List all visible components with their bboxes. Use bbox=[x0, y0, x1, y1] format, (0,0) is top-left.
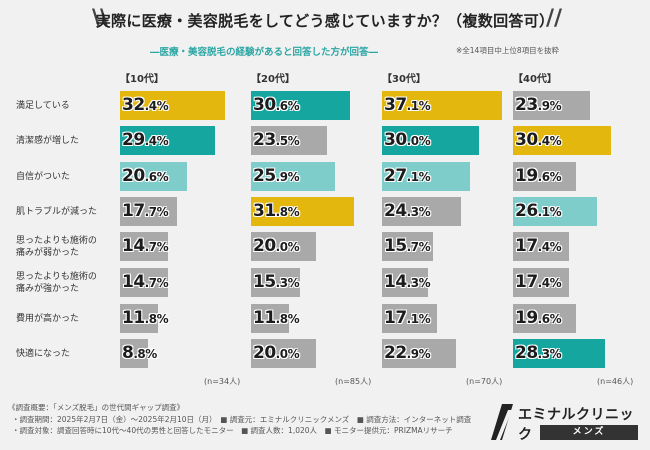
logo-name: エミナルクリニック bbox=[518, 407, 634, 443]
data-label: 11.8% bbox=[253, 308, 300, 328]
category-label: 清潔感が増した bbox=[16, 135, 80, 146]
bar bbox=[382, 162, 470, 191]
series-label: 【20代】 bbox=[251, 74, 295, 85]
data-label: 30.0% bbox=[384, 130, 431, 150]
data-label: 31.8% bbox=[253, 201, 300, 221]
data-label: 32.4% bbox=[122, 95, 169, 115]
data-label: 30.4% bbox=[515, 130, 562, 150]
data-label: 11.8% bbox=[122, 308, 169, 328]
chart-title: 実際に医療・美容脱毛をしてどう感じていますか？（複数回答可） bbox=[95, 12, 555, 30]
data-label: 24.3% bbox=[384, 201, 431, 221]
bar bbox=[120, 304, 158, 333]
data-label: 15.7% bbox=[384, 236, 431, 256]
data-label: 19.6% bbox=[515, 308, 562, 328]
bar bbox=[251, 268, 300, 297]
bar bbox=[251, 304, 289, 333]
data-label: 29.4% bbox=[122, 130, 169, 150]
bar bbox=[513, 197, 597, 226]
data-label: 26.1% bbox=[515, 201, 562, 221]
data-label: 20.6% bbox=[122, 166, 169, 186]
brand-logo: エミナルクリニック メンズ bbox=[488, 402, 638, 444]
bar bbox=[120, 162, 187, 191]
logo-mark-icon bbox=[491, 404, 513, 440]
bar bbox=[382, 268, 428, 297]
data-label: 15.3% bbox=[253, 272, 300, 292]
data-label: 17.7% bbox=[122, 201, 169, 221]
data-label: 30.6% bbox=[253, 95, 300, 115]
data-label: 23.9% bbox=[515, 95, 562, 115]
category-label: 費用が高かった bbox=[16, 313, 80, 324]
category-label: 自信がついた bbox=[16, 171, 71, 182]
data-label: 14.3% bbox=[384, 272, 431, 292]
title-area: \\ 実際に医療・美容脱毛をしてどう感じていますか？（複数回答可） // bbox=[0, 0, 650, 50]
bar bbox=[120, 232, 168, 261]
data-label: 17.1% bbox=[384, 308, 431, 328]
data-label: 14.7% bbox=[122, 272, 169, 292]
data-label: 27.1% bbox=[384, 166, 431, 186]
footer-line-1: 《調査概要：「メンズ脱毛」の世代間ギャップ調査》 bbox=[8, 403, 185, 412]
category-label: 満足している bbox=[16, 100, 70, 111]
title-right-mark: // bbox=[546, 6, 563, 31]
bar bbox=[513, 91, 590, 120]
data-label: 37.1% bbox=[384, 95, 431, 115]
data-label: 25.9% bbox=[253, 166, 300, 186]
category-label: 思ったよりも施術の 痛みが弱かった bbox=[16, 235, 97, 258]
data-label: 8.8% bbox=[122, 343, 157, 363]
data-label: 28.3% bbox=[515, 343, 562, 363]
bar bbox=[120, 126, 215, 155]
bar bbox=[120, 339, 148, 368]
bar bbox=[513, 162, 576, 191]
bar bbox=[382, 91, 502, 120]
category-label: 思ったよりも施術の 痛みが強かった bbox=[16, 271, 97, 294]
bar bbox=[382, 197, 461, 226]
bar bbox=[382, 126, 479, 155]
bar bbox=[382, 304, 437, 333]
bar bbox=[251, 126, 327, 155]
bar bbox=[382, 339, 456, 368]
bar bbox=[251, 197, 354, 226]
bar bbox=[251, 91, 350, 120]
bar bbox=[120, 268, 168, 297]
bar bbox=[120, 197, 177, 226]
data-label: 19.6% bbox=[515, 166, 562, 186]
bar bbox=[513, 232, 569, 261]
data-label: 14.7% bbox=[122, 236, 169, 256]
bar bbox=[513, 339, 605, 368]
logo-sub: メンズ bbox=[540, 425, 638, 440]
bar bbox=[251, 232, 316, 261]
series-label: 【10代】 bbox=[120, 74, 164, 85]
sample-size-label: (n=46人) bbox=[597, 377, 634, 386]
sample-size-label: (n=34人) bbox=[204, 377, 241, 386]
series-label: 【40代】 bbox=[513, 74, 557, 85]
title-left-mark: \\ bbox=[92, 6, 109, 31]
bar bbox=[382, 232, 433, 261]
bar bbox=[513, 268, 569, 297]
chart-note: ※全14項目中上位8項目を抜粋 bbox=[456, 46, 560, 55]
data-label: 17.4% bbox=[515, 236, 562, 256]
sample-size-label: (n=85人) bbox=[335, 377, 372, 386]
bar bbox=[120, 91, 225, 120]
bar bbox=[513, 126, 611, 155]
bar bbox=[251, 162, 335, 191]
data-label: 22.9% bbox=[384, 343, 431, 363]
footer-line-3: ・調査対象：調査回答時に10代～40代の男性と回答したモニター ■ 調査人数：1… bbox=[12, 426, 453, 435]
data-label: 20.0% bbox=[253, 236, 300, 256]
sample-size-label: (n=70人) bbox=[466, 377, 503, 386]
survey-footer: 《調査概要：「メンズ脱毛」の世代間ギャップ調査》 ・調査期間：2025年2月7日… bbox=[8, 402, 478, 437]
chart-subtitle: ―医療・美容脱毛の経験があると回答した方が回答― bbox=[150, 47, 379, 58]
data-label: 17.4% bbox=[515, 272, 562, 292]
category-label: 肌トラブルが減った bbox=[16, 206, 98, 217]
bar bbox=[251, 339, 316, 368]
data-label: 20.0% bbox=[253, 343, 300, 363]
category-label: 快適になった bbox=[16, 348, 71, 359]
series-label: 【30代】 bbox=[382, 74, 426, 85]
footer-line-2: ・調査期間：2025年2月7日（金）～2025年2月10日（月） ■ 調査元：エ… bbox=[12, 414, 472, 424]
bar bbox=[513, 304, 576, 333]
data-label: 23.5% bbox=[253, 130, 300, 150]
